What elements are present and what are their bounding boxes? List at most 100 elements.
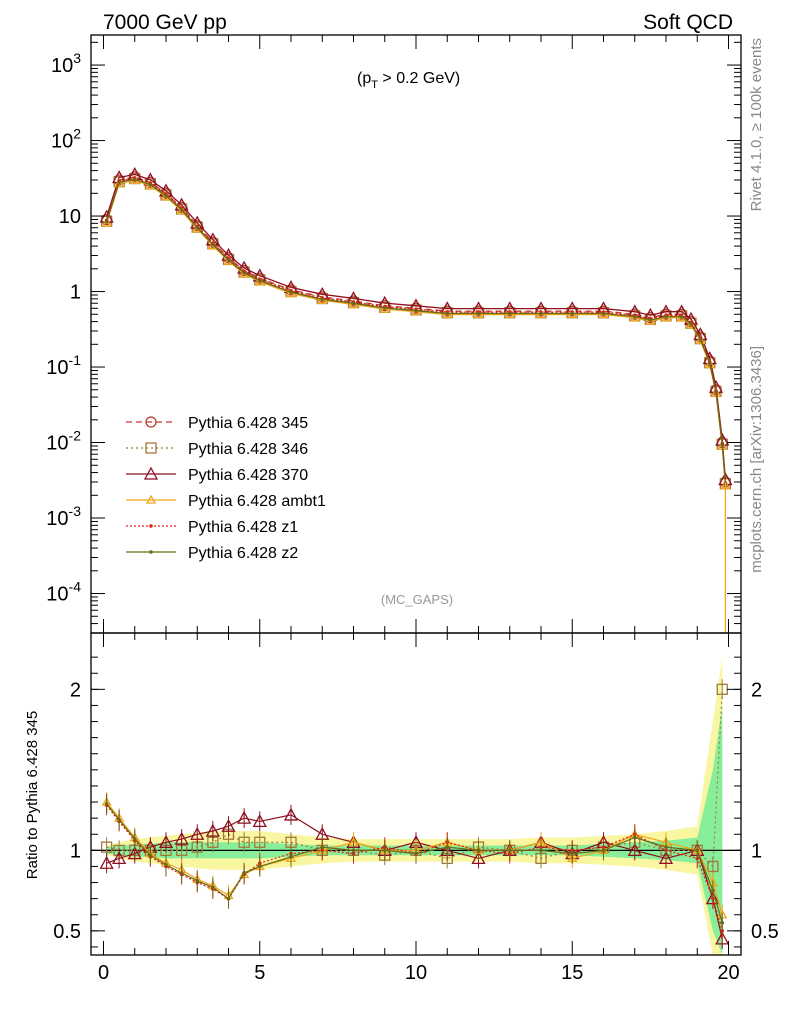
main-point-z2 bbox=[211, 242, 215, 247]
main-point-z2 bbox=[632, 314, 637, 319]
ratio-point-z2 bbox=[195, 879, 200, 883]
legend-marker bbox=[145, 442, 157, 454]
cut-label-sub: T bbox=[371, 79, 378, 91]
x-tick-label: 20 bbox=[717, 962, 739, 984]
energy-title: 7000 GeV pp bbox=[103, 11, 227, 34]
ratio-point-p370 bbox=[715, 931, 730, 945]
ratio-point-z2 bbox=[711, 888, 715, 893]
ratio-point-p370 bbox=[471, 851, 486, 865]
ratio-point-p346 bbox=[238, 836, 250, 848]
main-y-tick-label: 10-3 bbox=[46, 503, 81, 530]
x-tick-label: 5 bbox=[254, 962, 265, 984]
main-y-tick-label: 102 bbox=[51, 126, 81, 153]
main-y-tick-label: 10-1 bbox=[46, 352, 81, 379]
ratio-y-tick-label-right: 2 bbox=[751, 679, 762, 701]
main-point-z2 bbox=[707, 361, 712, 366]
main-point-z2 bbox=[664, 314, 668, 319]
ratio-point-z2 bbox=[695, 848, 700, 853]
ratio-point-p370 bbox=[221, 818, 236, 832]
ratio-y-tick-label-right: 1 bbox=[751, 840, 762, 862]
main-point-z2 bbox=[507, 311, 512, 316]
cut-label-main: (p bbox=[357, 70, 371, 87]
ratio-point-z2 bbox=[104, 801, 109, 806]
main-point-z2 bbox=[689, 322, 693, 326]
main-line-z1 bbox=[105, 177, 727, 484]
ratio-point-p346 bbox=[254, 836, 266, 848]
ratio-point-z2 bbox=[720, 921, 725, 925]
legend-marker bbox=[149, 524, 153, 528]
ratio-point-p370 bbox=[174, 831, 189, 845]
ratio-point-p370 bbox=[237, 810, 252, 824]
legend-marker bbox=[149, 550, 153, 554]
main-point-z2 bbox=[320, 297, 325, 302]
ratio-point-z2 bbox=[117, 817, 121, 822]
main-point-z2 bbox=[117, 180, 121, 185]
x-tick-label: 10 bbox=[405, 962, 427, 984]
main-line-p370 bbox=[105, 173, 727, 480]
ratio-point-z2 bbox=[507, 848, 512, 853]
ratio-point-p370 bbox=[252, 814, 267, 828]
legend-item-p370: Pythia 6.428 370 bbox=[126, 466, 308, 484]
ratio-point-p370 bbox=[658, 851, 674, 865]
ratio-point-z2 bbox=[242, 871, 246, 875]
ratio-point-z2 bbox=[570, 851, 575, 856]
main-point-ambt1 bbox=[101, 217, 112, 227]
main-point-z2 bbox=[179, 208, 184, 212]
ratio-y-tick-label: 0.5 bbox=[53, 921, 81, 943]
legend-label: Pythia 6.428 370 bbox=[188, 467, 308, 484]
legend-item-z1: Pythia 6.428 z1 bbox=[126, 519, 298, 536]
main-point-z2 bbox=[601, 311, 606, 316]
ratio-point-z2 bbox=[414, 851, 418, 856]
ratio-series-p370 bbox=[99, 804, 730, 949]
main-series-group bbox=[99, 167, 733, 633]
main-point-z2 bbox=[289, 290, 293, 295]
ratio-point-p370 bbox=[283, 807, 299, 821]
main-point-z2 bbox=[714, 390, 718, 394]
ratio-point-p370 bbox=[127, 846, 142, 860]
ratio-axis-ticks: 0.5 0.51 12 20 5 10 15 20 bbox=[53, 633, 779, 984]
ratio-uncertainty-bands bbox=[91, 657, 741, 955]
ratio-plot-frame bbox=[90, 632, 742, 956]
ratio-y-tick-label-right: 0.5 bbox=[751, 921, 779, 943]
ratio-point-z2 bbox=[664, 845, 668, 849]
main-point-ambt1 bbox=[685, 319, 697, 329]
ratio-point-z2 bbox=[632, 835, 637, 840]
ratio-point-z2 bbox=[539, 848, 543, 853]
main-point-z2 bbox=[720, 443, 725, 447]
ratio-point-z2 bbox=[351, 848, 356, 853]
main-axis-ticks: 10-4 10-3 10-2 10-1 1 10 102 103 bbox=[46, 35, 741, 634]
main-y-tick-label: 10 bbox=[59, 206, 81, 228]
ratio-point-p370 bbox=[627, 842, 642, 856]
ratio-point-z2 bbox=[226, 896, 231, 901]
main-series-p370 bbox=[99, 167, 733, 486]
main-line-z2 bbox=[105, 178, 727, 485]
legend-item-z2: Pythia 6.428 z2 bbox=[126, 545, 298, 562]
main-point-z2 bbox=[148, 182, 153, 187]
cut-label: (pT > 0.2 GeV) bbox=[357, 70, 460, 91]
main-y-tick-label: 10-4 bbox=[46, 579, 81, 606]
legend-marker bbox=[143, 466, 159, 480]
ratio-line-p370 bbox=[106, 814, 723, 940]
ratio-point-z2 bbox=[289, 854, 293, 859]
ratio-point-p370 bbox=[99, 855, 114, 869]
ratio-y-axis-label: Ratio to Pythia 6.428 345 bbox=[24, 711, 41, 879]
main-point-z2 bbox=[648, 318, 653, 322]
process-title: Soft QCD bbox=[643, 11, 733, 34]
main-point-z2 bbox=[445, 311, 450, 316]
legend-marker bbox=[145, 494, 157, 504]
main-y-tick-label: 1 bbox=[70, 282, 81, 304]
main-point-ambt1 bbox=[704, 359, 715, 369]
main-y-tick-label: 103 bbox=[51, 50, 81, 77]
ratio-point-z2 bbox=[320, 845, 325, 849]
main-point-z2 bbox=[132, 177, 137, 182]
ratio-point-z2 bbox=[132, 837, 137, 841]
ratio-point-p370 bbox=[112, 851, 127, 865]
ratio-point-p346 bbox=[707, 860, 719, 873]
x-tick-label: 0 bbox=[98, 962, 109, 984]
main-point-z2 bbox=[242, 271, 246, 275]
ratio-point-z2 bbox=[601, 848, 606, 853]
cut-label-rest: > 0.2 GeV) bbox=[378, 70, 460, 87]
legend-item-p345: Pythia 6.428 345 bbox=[126, 415, 308, 432]
legend-label: Pythia 6.428 z2 bbox=[188, 545, 298, 562]
ratio-point-p370 bbox=[205, 823, 220, 837]
